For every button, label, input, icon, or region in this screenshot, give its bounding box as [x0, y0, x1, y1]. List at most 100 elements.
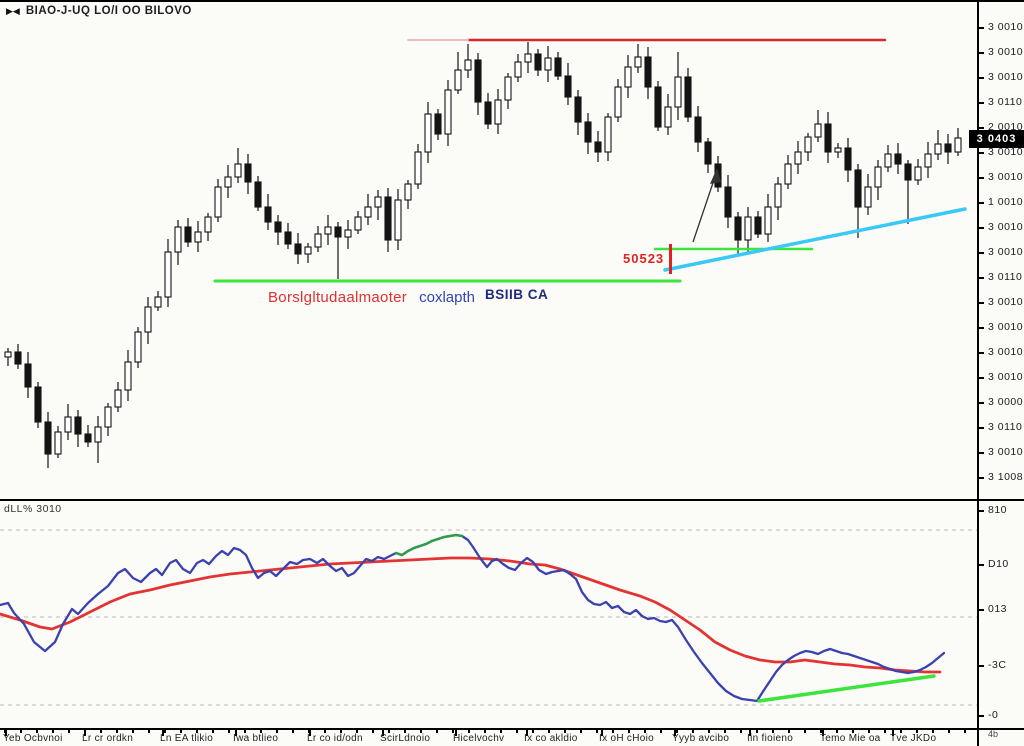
time-axis-label[interactable]: Lr cr ordkn	[82, 733, 134, 744]
divergence-annotation[interactable]: Borslgltudaalmaoter coxlapth BSIIB CA	[268, 287, 548, 306]
price-scale-label[interactable]: 3 0010	[988, 21, 1024, 33]
price-scale-tick	[979, 127, 984, 129]
price-scale-label[interactable]: 3 0010	[988, 296, 1024, 308]
panel-separator[interactable]	[0, 499, 1024, 501]
price-scale-label[interactable]: 3 0110	[988, 271, 1023, 283]
candle-body	[194, 231, 202, 243]
candle-body	[554, 57, 562, 77]
candle-body	[424, 113, 432, 153]
price-scale-label[interactable]: 3 0000	[988, 396, 1024, 408]
trend-arrow-line[interactable]	[692, 173, 717, 243]
oscillator-scale-label[interactable]: 810	[988, 504, 1008, 516]
trend-line[interactable]	[663, 207, 967, 272]
oscillator-fast-blue	[0, 533, 946, 703]
time-axis-minor-tick	[52, 730, 54, 733]
time-axis-label[interactable]: Temo Mie oa	[820, 733, 881, 744]
time-axis-minor-tick	[692, 730, 694, 733]
candle-body	[954, 137, 962, 153]
candle-body	[874, 166, 882, 188]
price-scale-tick	[979, 177, 984, 179]
oscillator-scale-label[interactable]: -0	[988, 709, 999, 721]
candle-body	[564, 75, 572, 98]
time-axis-minor-tick	[244, 730, 246, 733]
price-scale-label[interactable]: 3 0010	[988, 46, 1024, 58]
oscillator-scale-label[interactable]: 013	[988, 603, 1008, 615]
time-axis-label[interactable]: Iwa btlieo	[233, 733, 279, 744]
oscillator-scale-tick	[979, 510, 984, 512]
time-axis-minor-tick	[532, 730, 534, 733]
trend-arrow-head	[710, 168, 721, 184]
candle-body	[574, 96, 582, 123]
price-scale-label[interactable]: 3 0010	[988, 221, 1024, 233]
price-scale-label[interactable]: 3 0010	[988, 446, 1024, 458]
price-scale-label[interactable]: 3 1008	[988, 471, 1024, 483]
price-scale-label[interactable]: 3 0010	[988, 321, 1024, 333]
oscillator-scale-tick	[979, 609, 984, 611]
price-scale-label[interactable]: 3 0010	[988, 371, 1024, 383]
oscillator-scale-tick	[979, 564, 984, 566]
candle-body	[474, 59, 482, 103]
price-scale-label[interactable]: 3 0010	[988, 171, 1024, 183]
time-axis-major-tick	[526, 730, 528, 736]
oscillator-green-segment	[394, 533, 464, 557]
chart-title: BIAO-J-UQ LO/I OO BILOVO	[25, 5, 192, 17]
time-axis-minor-tick	[436, 730, 438, 733]
time-axis-label[interactable]: Yyyb avcibo	[672, 733, 730, 744]
candle-body	[284, 231, 292, 245]
time-axis-minor-tick	[740, 730, 742, 733]
candle-body	[594, 141, 602, 153]
price-scale-label[interactable]: 1 0010	[988, 196, 1024, 208]
candle-body	[134, 331, 142, 363]
candle-body	[494, 99, 502, 125]
time-axis-label[interactable]: ScirLdnoio	[380, 733, 431, 744]
price-scale-label[interactable]: 3 0010	[988, 71, 1024, 83]
candle-body	[704, 141, 712, 165]
time-axis-minor-tick	[372, 730, 374, 733]
price-scale-tick	[979, 252, 984, 254]
time-axis-minor-tick	[948, 730, 950, 733]
price-scale-label[interactable]: 3 0010	[988, 346, 1024, 358]
time-axis-minor-tick	[180, 730, 182, 733]
candle-body	[484, 101, 492, 125]
candle-body	[754, 216, 762, 235]
chart-canvas[interactable]	[0, 2, 977, 746]
price-scale-tick	[979, 77, 984, 79]
time-axis-major-tick	[309, 730, 311, 736]
candle-body	[404, 183, 412, 201]
candle-body	[254, 181, 262, 208]
time-axis-label[interactable]: Ln EA tlikio	[160, 733, 214, 744]
time-axis-label[interactable]: Tve JKDo	[890, 733, 937, 744]
candle-body	[584, 121, 592, 143]
time-axis-label[interactable]: Iin fioieno	[747, 733, 794, 744]
time-axis-minor-tick	[676, 730, 678, 733]
time-axis-minor-tick	[404, 730, 406, 733]
time-axis-label[interactable]: Lr co id/odn	[307, 733, 363, 744]
time-axis-label[interactable]: Yeb Ocbvnoi	[3, 733, 63, 744]
time-axis-label[interactable]: Ix co akldio	[524, 733, 578, 744]
time-axis-minor-tick	[356, 730, 358, 733]
support-price-label[interactable]: 50523	[623, 251, 665, 266]
candle-body	[854, 169, 862, 208]
candle-body	[394, 199, 402, 241]
time-axis-label[interactable]: Hicelvochv	[453, 733, 505, 744]
time-axis-minor-tick	[20, 730, 22, 733]
price-scale-label[interactable]: 3 0110	[988, 96, 1023, 108]
time-axis-minor-tick	[644, 730, 646, 733]
candle-body	[384, 196, 392, 241]
time-axis-minor-tick	[340, 730, 342, 733]
oscillator-scale-label[interactable]: D10	[988, 558, 1009, 570]
candle-body	[264, 206, 272, 223]
price-scale-tick	[979, 302, 984, 304]
price-scale-label[interactable]: 3 0010	[988, 146, 1024, 158]
candle-body	[464, 59, 472, 71]
oscillator-trend-line[interactable]	[757, 674, 936, 703]
candle-body	[204, 216, 212, 233]
candle-body	[844, 147, 852, 171]
time-axis-label[interactable]: Ix oH cHoio	[599, 733, 654, 744]
candle-body	[534, 53, 542, 71]
price-scale-label[interactable]: 3 0010	[988, 246, 1024, 258]
time-axis-minor-tick	[36, 730, 38, 733]
price-scale-label[interactable]: 3 0110	[988, 421, 1023, 433]
time-axis-minor-tick	[452, 730, 454, 733]
oscillator-scale-label[interactable]: -3C	[988, 659, 1007, 671]
